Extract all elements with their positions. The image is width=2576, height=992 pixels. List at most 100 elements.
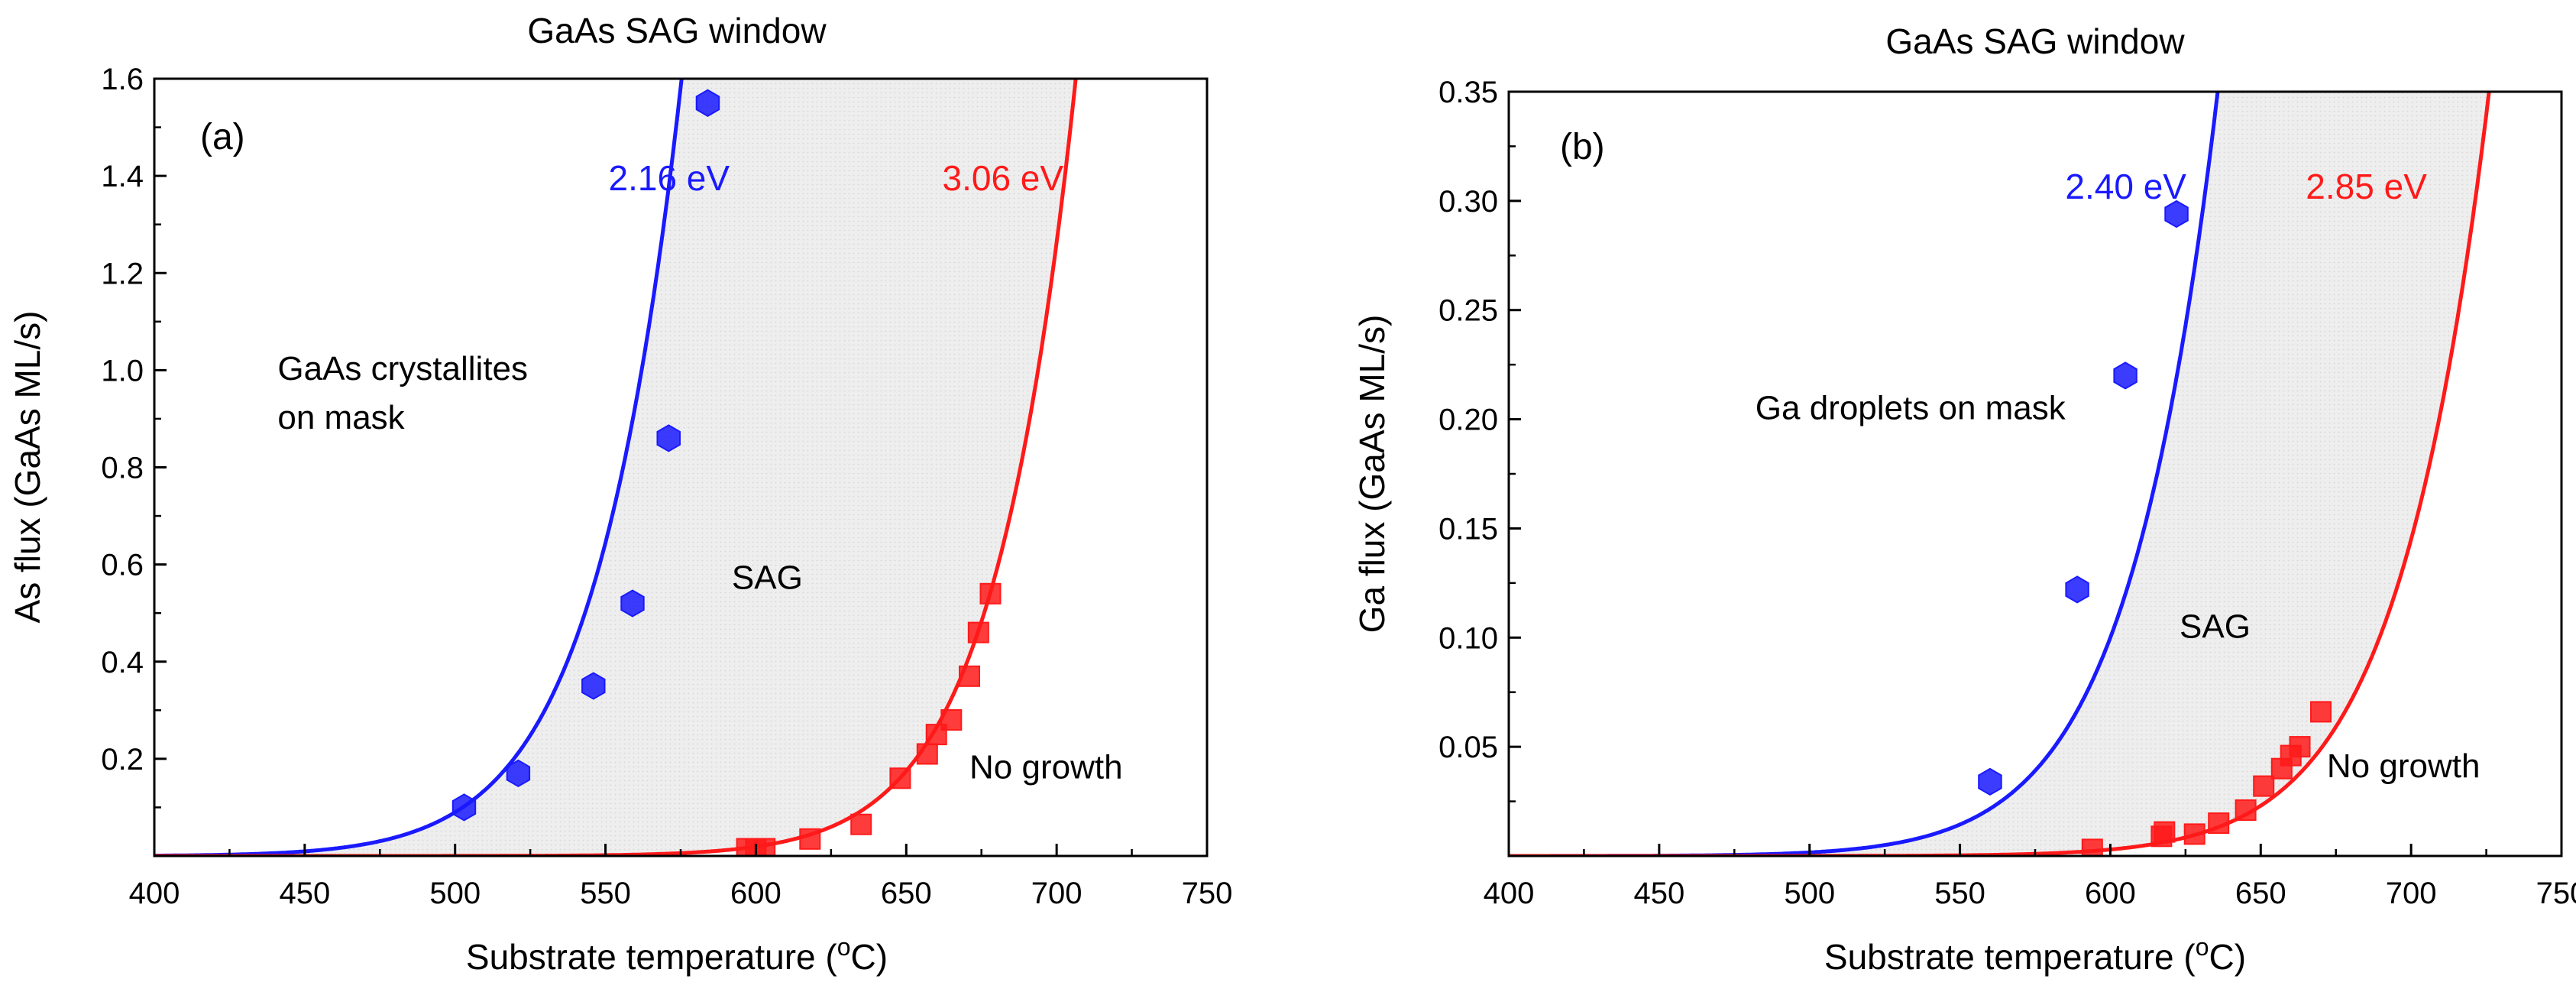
region-label-line: Ga droplets on mask [1756,390,2066,427]
region-label-sag: SAG [2180,608,2251,645]
y-tick-label: 0.20 [1438,404,1498,437]
data-point-blue [695,89,720,117]
region-labels: GaAs crystallites on mask SAG No growth [277,350,1122,786]
region-label-sag: SAG [732,559,803,596]
y-tick-label: 0.2 [101,743,144,776]
region-labels: Ga droplets on mask SAG No growth [1756,390,2481,786]
y-tick-label: 1.0 [101,354,144,387]
series-label: 2.85 eV [2306,167,2427,206]
data-point-blue [1978,767,2002,796]
region-label-crystallites: GaAs crystallites on mask [277,350,528,436]
x-tick-label: 450 [1633,877,1684,910]
chart-title: GaAs SAG window [527,11,827,50]
region-label-no-growth: No growth [969,748,1123,786]
data-points-blue [451,89,720,822]
y-tick-label: 0.30 [1438,185,1498,219]
region-label-line: No growth [969,748,1123,786]
region-label-no-growth: No growth [2327,747,2481,785]
data-point-blue [581,672,606,700]
x-tick-label: 550 [1934,877,1985,910]
data-point-red [967,621,989,644]
x-tick-label: 600 [730,877,782,910]
x-tick-label: 650 [881,877,932,910]
chart-plot-area [1509,92,2491,856]
series-label: 2.16 eV [609,158,730,198]
data-point-blue [2164,199,2189,229]
x-axis-label-main: Substrate temperature ( [1824,937,2196,977]
data-point-red [916,743,938,765]
data-point-blue [620,589,645,618]
x-tick-label: 400 [129,877,180,910]
panel-label: (b) [1560,127,1605,167]
y-tick-label: 0.35 [1438,76,1498,109]
y-tick-label: 0.8 [101,452,144,485]
x-tick-label: 700 [1031,877,1083,910]
data-point-blue [2113,361,2137,390]
data-point-red [889,767,911,789]
data-points-red [736,582,1002,856]
y-tick-label: 0.6 [101,549,144,582]
y-tick-label: 0.25 [1438,294,1498,328]
data-point-red [940,709,963,731]
x-tick-label: 750 [1182,877,1233,910]
x-axis-label-super: o [837,933,851,961]
sag-shaded-region [154,79,1076,856]
data-point-blue [451,793,477,822]
x-axis-label: Substrate temperature (oC) [466,933,888,977]
x-axis-label-super: o [2196,933,2209,961]
chart-plot-area [154,79,1078,856]
x-axis-label-end: C) [851,937,888,977]
data-point-red [2208,812,2230,835]
x-tick-label: 700 [2386,877,2437,910]
y-tick-label: 0.05 [1438,731,1498,764]
y-axis: 0.05 0.10 0.15 0.20 0.25 0.30 0.35 [1438,76,1521,802]
data-point-red [2289,736,2311,758]
y-tick-label: 0.4 [101,646,144,679]
y-tick-label: 0.15 [1438,512,1498,546]
data-point-red [2183,823,2205,845]
x-tick-label: 450 [279,877,330,910]
data-point-red [2253,775,2275,797]
y-axis-label: Ga flux (GaAs ML/s) [1352,315,1392,634]
y-tick-label: 1.2 [101,257,144,290]
series-labels: 2.16 eV 3.06 eV [609,158,1064,198]
region-label-line: GaAs crystallites [277,350,528,387]
x-tick-label: 400 [1484,877,1535,910]
panel-label: (a) [200,117,245,157]
data-point-blue [2065,575,2089,604]
region-label-line: SAG [732,559,803,596]
series-labels: 2.40 eV 2.85 eV [2065,167,2427,206]
data-point-blue [656,424,681,452]
x-tick-label: 500 [429,877,481,910]
data-points-red [2081,701,2332,856]
data-point-red [850,813,872,835]
x-axis: 400 450 500 550 600 650 700 750 [129,844,1233,910]
x-tick-label: 600 [2085,877,2136,910]
series-label: 2.40 eV [2065,167,2186,206]
y-tick-label: 1.6 [101,63,144,96]
data-point-red [2154,821,2176,843]
y-axis: 0.2 0.4 0.6 0.8 1.0 1.2 1.4 1.6 [101,63,167,809]
data-point-blue [506,759,531,788]
data-points-blue [1978,199,2189,796]
chart-panel-a: 400 450 500 550 600 650 700 750 0.2 0.4 0.6 0.8 1.0… [8,11,1233,977]
region-label-line: on mask [277,399,405,436]
y-tick-label: 0.10 [1438,621,1498,655]
chart-title: GaAs SAG window [1885,21,2185,61]
x-tick-label: 500 [1784,877,1835,910]
region-label-droplets: Ga droplets on mask [1756,390,2066,427]
data-point-red [2081,838,2103,856]
x-tick-label: 750 [2536,877,2576,910]
sag-shaded-region [1509,92,2490,856]
data-point-red [799,828,821,850]
series-label: 3.06 eV [943,158,1064,198]
x-tick-label: 550 [580,877,631,910]
region-label-line: No growth [2327,747,2481,785]
x-axis: 400 450 500 550 600 650 700 750 [1484,844,2576,910]
chart-panel-b: 400 450 500 550 600 650 700 750 0.05 0.10 0.15 0.2… [1352,21,2576,977]
data-point-red [2310,701,2332,723]
data-point-red [2235,799,2257,821]
data-point-red [959,665,980,687]
x-axis-label-end: C) [2209,937,2247,977]
